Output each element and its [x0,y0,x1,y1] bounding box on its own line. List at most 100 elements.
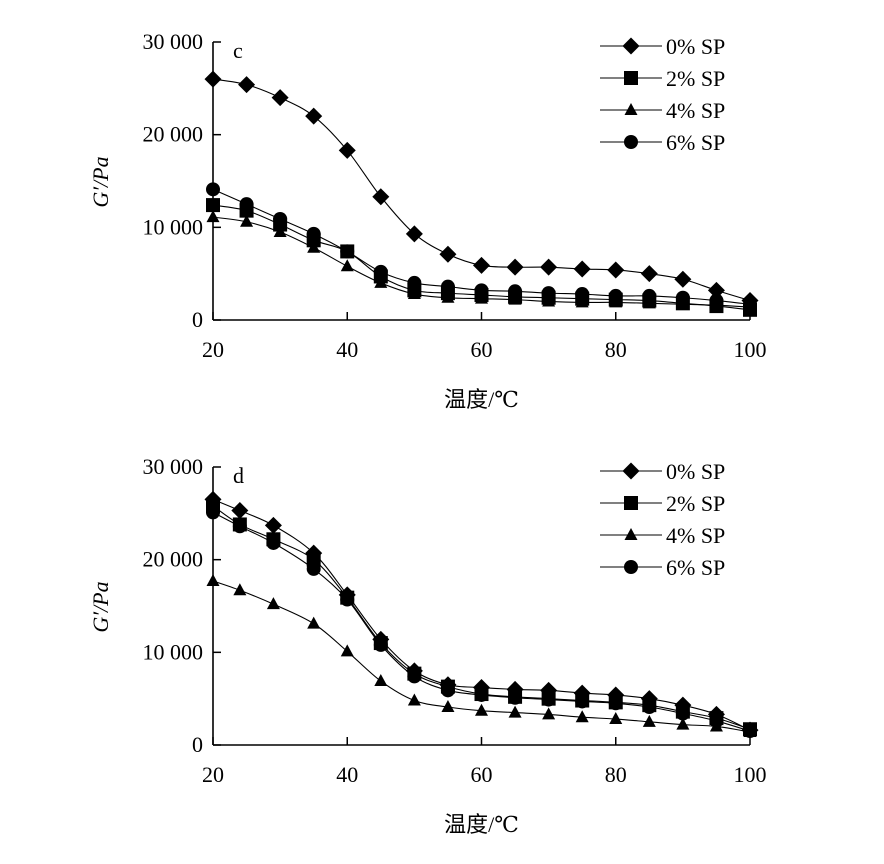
data-point [709,293,724,308]
data-point [373,637,388,652]
y-tick-label: 20 000 [143,122,204,147]
legend-marker [624,528,638,540]
data-point [475,291,488,304]
data-point [307,616,321,629]
data-point [206,505,220,520]
data-point [307,240,321,253]
data-point [305,107,323,125]
legend: 0% SP 2% SP 4% SP 6% SP [600,459,725,580]
data-point [374,674,388,687]
data-point [743,297,757,312]
data-point [340,644,354,657]
x-tick-label: 60 [471,762,493,787]
legend-marker [624,496,638,510]
data-point [541,692,556,707]
data-point [238,76,256,94]
x-tick-label: 80 [605,762,627,787]
y-tick-label: 30 000 [143,454,204,479]
data-point [640,265,658,283]
series-circle [206,505,757,739]
data-point [642,714,656,727]
data-point [508,705,522,718]
chart-panel-d: 0 10 000 20 000 30 000 20 40 60 80 100 d G′/Pa 温度/℃… [88,454,767,837]
data-point [440,683,455,698]
x-tick-label: 60 [471,337,493,362]
data-point [372,188,390,206]
series-triangle [206,573,757,738]
data-point [474,687,489,702]
data-point [609,712,623,725]
data-point [204,70,222,88]
data-point [440,279,455,294]
data-point [407,275,422,290]
data-point [608,696,623,711]
legend-label: 6% SP [666,130,725,155]
data-point [439,245,457,263]
data-point [407,287,421,300]
data-point [743,724,757,739]
data-point [575,287,590,302]
data-point [676,717,690,730]
y-tick-label: 0 [192,732,203,757]
legend-marker [624,135,638,149]
data-point [474,283,489,298]
y-tick-label: 10 000 [143,214,204,239]
data-point [338,141,356,159]
y-axis-title: G′/Pa [88,156,113,207]
data-point [340,244,355,259]
data-point [541,286,556,301]
legend-label: 0% SP [666,34,725,59]
legend-label: 0% SP [666,459,725,484]
x-tick-label: 100 [734,337,767,362]
legend-marker [624,560,638,574]
data-point [675,290,690,305]
data-point [506,258,524,276]
y-tick-label: 20 000 [143,547,204,572]
data-point [271,89,289,107]
data-point [240,214,254,227]
data-point [233,583,247,596]
data-point [542,294,556,307]
legend: 0% SP 2% SP 4% SP 6% SP [600,34,725,155]
legend-label: 6% SP [666,555,725,580]
data-point [441,290,455,303]
x-tick-label: 40 [336,762,358,787]
x-tick-label: 40 [336,337,358,362]
data-point [575,710,589,723]
data-point [266,597,280,610]
data-point [405,225,423,243]
x-tick-label: 20 [202,762,224,787]
data-point [508,292,522,305]
data-point [206,182,220,197]
data-point [607,261,625,279]
legend-label: 2% SP [666,66,725,91]
x-axis-title: 温度/℃ [444,812,519,837]
data-point [475,703,488,716]
data-point [273,224,287,237]
data-point [707,281,725,299]
data-point [239,197,254,212]
x-tick-label: 100 [734,762,767,787]
data-point [407,669,422,684]
panel-tag: d [233,463,244,488]
data-point [575,694,590,709]
y-tick-label: 10 000 [143,639,204,664]
data-point [273,211,288,226]
data-point [575,295,589,308]
data-point [206,210,220,223]
data-point [231,502,249,520]
data-point [542,707,556,720]
legend-label: 4% SP [666,98,725,123]
legend-marker [624,71,638,85]
data-point [675,706,690,721]
data-point [374,275,388,288]
data-point [441,700,455,713]
data-point [407,693,421,706]
legend-label: 4% SP [666,523,725,548]
data-point [232,519,247,534]
data-point [306,226,321,241]
data-point [206,573,220,586]
data-point [340,259,354,272]
data-point [264,516,282,534]
